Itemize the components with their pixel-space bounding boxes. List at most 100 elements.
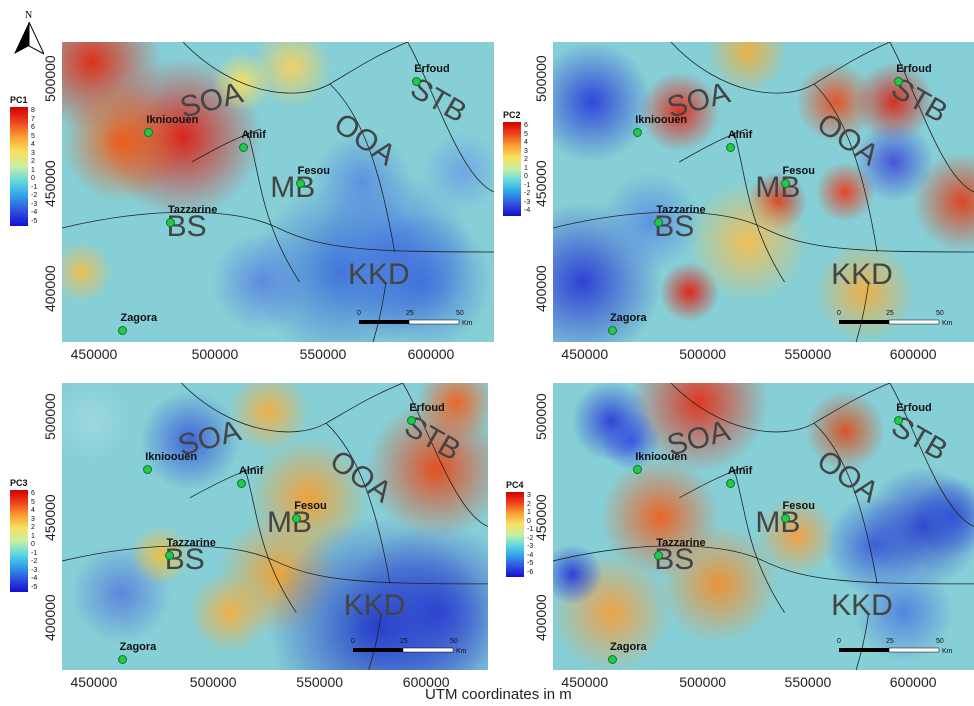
x-tick-label: 450000 bbox=[70, 674, 118, 690]
legend-colorbar bbox=[503, 122, 521, 216]
legend-colorbar bbox=[10, 490, 28, 592]
legend-tick-label: 4 bbox=[524, 139, 528, 146]
legend-tick-label: -2 bbox=[527, 534, 534, 542]
legend-tick-label: 0 bbox=[524, 173, 528, 180]
heatmap-surface bbox=[553, 42, 974, 342]
x-tick-label: 450000 bbox=[70, 346, 118, 362]
legend-tick-label: -5 bbox=[31, 217, 38, 225]
city-label-alnif: Alnif bbox=[727, 465, 753, 478]
y-tick-label: 450000 bbox=[533, 160, 549, 207]
y-tick-label: 400000 bbox=[533, 594, 549, 642]
scale-unit: Km bbox=[942, 320, 953, 327]
heatmap-surface bbox=[553, 383, 974, 670]
city-label-iknioouen: Iknioouen bbox=[146, 114, 199, 126]
city-marker bbox=[292, 513, 302, 523]
legend-tick-label: 4 bbox=[31, 141, 35, 148]
x-tick-label: 550000 bbox=[784, 674, 832, 690]
y-tick-label: 500000 bbox=[42, 55, 58, 102]
city-marker bbox=[633, 128, 643, 137]
legend-tick-label: 0 bbox=[31, 175, 35, 182]
y-tick-label: 400000 bbox=[533, 265, 549, 312]
x-tick-label: 600000 bbox=[889, 346, 937, 362]
legend-ticks: 6 5 4 3 2 1 0 -1 -2 -3 -4 bbox=[524, 122, 530, 216]
scale-unit: Km bbox=[462, 320, 473, 327]
legend-pc3: PC3 6 5 4 3 2 1 0 -1 -2 -3 -4 -5 bbox=[10, 478, 37, 592]
heatmap-frame: 0 25 50 Km SOA STB OOA MB BS KKD Erfoud Iknioouen Al… bbox=[553, 42, 974, 342]
legend-tick-label: 5 bbox=[31, 498, 35, 506]
city-label-fesou: Fesou bbox=[782, 499, 815, 512]
city-marker bbox=[143, 465, 153, 475]
legend-title: PC1 bbox=[10, 95, 28, 105]
x-tick-label: 500000 bbox=[189, 674, 237, 690]
legend-pc1: PC1 8 7 6 5 4 3 2 1 0 -1 -2 -3 -4 -5 bbox=[10, 95, 37, 226]
legend-tick-label: 2 bbox=[527, 500, 531, 508]
scale-unit: Km bbox=[942, 648, 953, 655]
zone-label-mb: MB bbox=[267, 505, 313, 539]
legend-tick-label: -2 bbox=[524, 190, 531, 197]
zone-label-mb: MB bbox=[755, 505, 801, 539]
heatmap-frame: 0 25 50 Km SOA STB OOA MB BS KKD Erfoud Iknioouen Al… bbox=[62, 42, 494, 342]
zone-label-bs: BS bbox=[166, 210, 207, 243]
zone-label-kkd: KKD bbox=[348, 258, 410, 291]
legend-tick-label: -4 bbox=[31, 209, 38, 216]
city-marker bbox=[144, 128, 154, 137]
scale-label-mid: 25 bbox=[400, 638, 408, 645]
legend-tick-label: 1 bbox=[524, 164, 528, 172]
legend-tick-label: 5 bbox=[524, 130, 528, 138]
x-tick-label: 550000 bbox=[296, 674, 344, 690]
scale-label-zero: 0 bbox=[837, 638, 841, 645]
city-marker bbox=[239, 143, 249, 152]
city-label-tazzarine: Tazzarine bbox=[656, 204, 706, 216]
legend-ticks: 3 2 1 0 -1 -2 -3 -4 -5 -6 bbox=[527, 492, 533, 577]
legend-tick-label: -3 bbox=[524, 198, 531, 206]
legend-tick-label: -5 bbox=[31, 583, 38, 591]
scale-label-mid: 25 bbox=[886, 310, 894, 317]
x-tick-label: 500000 bbox=[679, 674, 727, 690]
legend-tick-label: 6 bbox=[31, 124, 35, 131]
x-tick-label: 550000 bbox=[299, 346, 347, 362]
scale-bar bbox=[359, 319, 460, 325]
scale-unit: Km bbox=[456, 648, 467, 655]
city-marker bbox=[117, 654, 127, 664]
zone-label-kkd: KKD bbox=[831, 258, 893, 291]
legend-tick-label: 1 bbox=[31, 166, 35, 174]
scale-bar bbox=[839, 319, 940, 325]
legend-tick-label: 1 bbox=[527, 509, 531, 516]
legend-pc4: PC4 3 2 1 0 -1 -2 -3 -4 -5 -6 bbox=[506, 480, 533, 577]
city-label-tazzarine: Tazzarine bbox=[168, 204, 218, 216]
y-tick-label: 500000 bbox=[42, 393, 58, 441]
city-marker bbox=[412, 77, 422, 86]
city-marker bbox=[654, 551, 664, 561]
city-label-tazzarine: Tazzarine bbox=[656, 537, 706, 550]
city-marker bbox=[166, 218, 175, 227]
city-marker bbox=[407, 416, 417, 426]
x-tick-label: 550000 bbox=[784, 346, 832, 362]
x-tick-label: 450000 bbox=[561, 346, 609, 362]
heatmap-surface bbox=[62, 383, 488, 670]
legend-tick-label: -4 bbox=[524, 207, 531, 214]
city-label-alnif: Alnif bbox=[241, 129, 266, 141]
legend-tick-label: -3 bbox=[31, 200, 38, 208]
zone-label-mb: MB bbox=[755, 171, 801, 204]
y-tick-label: 400000 bbox=[42, 265, 58, 312]
city-marker bbox=[164, 551, 174, 561]
legend-tick-label: 3 bbox=[31, 515, 35, 523]
scale-bar bbox=[839, 647, 940, 653]
legend-tick-label: -3 bbox=[527, 543, 534, 550]
legend-tick-label: -6 bbox=[527, 568, 534, 576]
city-label-fesou: Fesou bbox=[294, 499, 327, 512]
zone-label-kkd: KKD bbox=[831, 588, 893, 622]
legend-tick-label: -1 bbox=[31, 183, 38, 191]
legend-tick-label: -4 bbox=[31, 575, 38, 582]
legend-tick-label: -3 bbox=[31, 566, 38, 574]
city-label-fesou: Fesou bbox=[782, 165, 815, 177]
x-tick-label: 450000 bbox=[561, 674, 609, 690]
legend-tick-label: 1 bbox=[31, 532, 35, 540]
legend-tick-label: 6 bbox=[31, 490, 35, 497]
legend-tick-label: 2 bbox=[31, 524, 35, 531]
legend-tick-label: -4 bbox=[527, 551, 534, 559]
legend-tick-label: -2 bbox=[31, 558, 38, 565]
city-marker bbox=[725, 479, 735, 489]
city-marker bbox=[295, 179, 305, 188]
city-label-erfoud: Erfoud bbox=[414, 63, 450, 75]
